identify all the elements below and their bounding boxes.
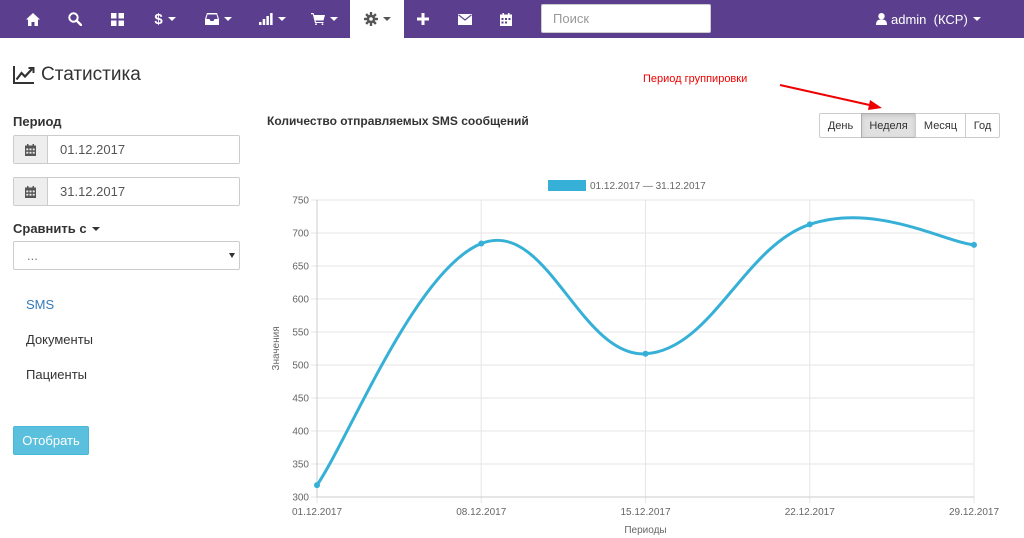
date-from-input[interactable]: [48, 136, 239, 163]
user-menu[interactable]: admin (КСР): [876, 0, 981, 38]
compare-select[interactable]: ...: [13, 241, 240, 270]
data-point[interactable]: [314, 482, 320, 489]
calendar-icon: [25, 143, 36, 156]
x-tick-label: 08.12.2017: [456, 507, 506, 518]
group-month-button[interactable]: Месяц: [915, 113, 966, 138]
chevron-down-icon: [229, 253, 235, 258]
period-label: Период: [13, 114, 62, 129]
calendar-icon: [25, 185, 36, 198]
x-tick-label: 22.12.2017: [785, 507, 835, 518]
grouping-annotation: Период группировки: [643, 73, 748, 85]
x-axis-label: Периоды: [624, 525, 666, 536]
nav-finance[interactable]: $: [145, 0, 185, 38]
nav-add[interactable]: [408, 0, 438, 38]
dollar-icon: $: [154, 10, 163, 28]
date-from-group: [13, 135, 240, 164]
data-point[interactable]: [642, 350, 649, 357]
legend-swatch[interactable]: [548, 180, 586, 191]
line-chart-icon: [13, 66, 35, 84]
x-tick-label: 15.12.2017: [620, 507, 670, 518]
home-icon: [26, 12, 40, 26]
search-icon: [68, 12, 82, 26]
nav-dashboard[interactable]: [102, 0, 132, 38]
compare-label-text: Сравнить с: [13, 221, 87, 236]
date-to-calendar-button[interactable]: [14, 178, 48, 205]
nav-inbox[interactable]: [196, 0, 240, 38]
nav-calendar[interactable]: [491, 0, 521, 38]
y-tick-label: 450: [292, 394, 309, 405]
date-to-group: [13, 177, 240, 206]
y-tick-label: 700: [292, 229, 309, 240]
gear-icon: [363, 12, 378, 26]
y-tick-label: 600: [292, 295, 309, 306]
grouping-button-group: День Неделя Месяц Год: [819, 113, 1000, 138]
calendar-icon: [500, 12, 512, 26]
y-axis-label: Значения: [271, 326, 282, 370]
plus-icon: [417, 13, 429, 25]
grid-icon: [110, 12, 124, 26]
top-navbar: $ admin (КСР): [0, 0, 1024, 38]
submit-button[interactable]: Отобрать: [13, 426, 89, 455]
page-title: Статистика: [13, 64, 141, 86]
envelope-icon: [458, 13, 472, 25]
nav-search[interactable]: [60, 0, 90, 38]
date-from-calendar-button[interactable]: [14, 136, 48, 163]
data-point[interactable]: [478, 240, 485, 247]
inbox-icon: [204, 13, 219, 25]
nav-messages[interactable]: [450, 0, 480, 38]
data-point[interactable]: [806, 221, 813, 228]
y-tick-label: 300: [292, 493, 309, 504]
nav-shop[interactable]: [304, 0, 344, 38]
sidebar-item-sms[interactable]: SMS: [26, 297, 55, 312]
nav-home[interactable]: [18, 0, 48, 38]
group-year-button[interactable]: Год: [965, 113, 1000, 138]
compare-dropdown-toggle[interactable]: Сравнить с: [13, 221, 100, 236]
data-point[interactable]: [971, 241, 977, 248]
page-title-text: Статистика: [41, 64, 141, 85]
sidebar-item-patients[interactable]: Пациенты: [26, 367, 87, 382]
search-input[interactable]: [541, 4, 711, 33]
series-line: [315, 216, 975, 486]
group-day-button[interactable]: День: [819, 113, 862, 138]
nav-reports[interactable]: [252, 0, 292, 38]
signal-icon: [258, 13, 273, 25]
y-tick-label: 750: [292, 196, 309, 207]
y-tick-label: 650: [292, 262, 309, 273]
date-to-input[interactable]: [48, 178, 239, 205]
sidebar-item-documents[interactable]: Документы: [26, 332, 94, 347]
x-tick-label: 01.12.2017: [292, 507, 342, 518]
chart-title: Количество отправляемых SMS сообщений: [267, 114, 529, 128]
x-tick-label: 29.12.2017: [949, 507, 999, 518]
user-name: admin (КСР): [891, 11, 968, 27]
y-tick-label: 400: [292, 427, 309, 438]
y-tick-label: 550: [292, 328, 309, 339]
user-icon: [876, 13, 887, 25]
cart-icon: [310, 13, 325, 25]
legend-label: 01.12.2017 — 31.12.2017: [590, 181, 706, 192]
y-tick-label: 350: [292, 460, 309, 471]
annotation-arrow: [779, 84, 882, 110]
y-tick-label: 500: [292, 361, 309, 372]
nav-settings[interactable]: [350, 0, 404, 38]
compare-select-value: ...: [27, 248, 38, 263]
